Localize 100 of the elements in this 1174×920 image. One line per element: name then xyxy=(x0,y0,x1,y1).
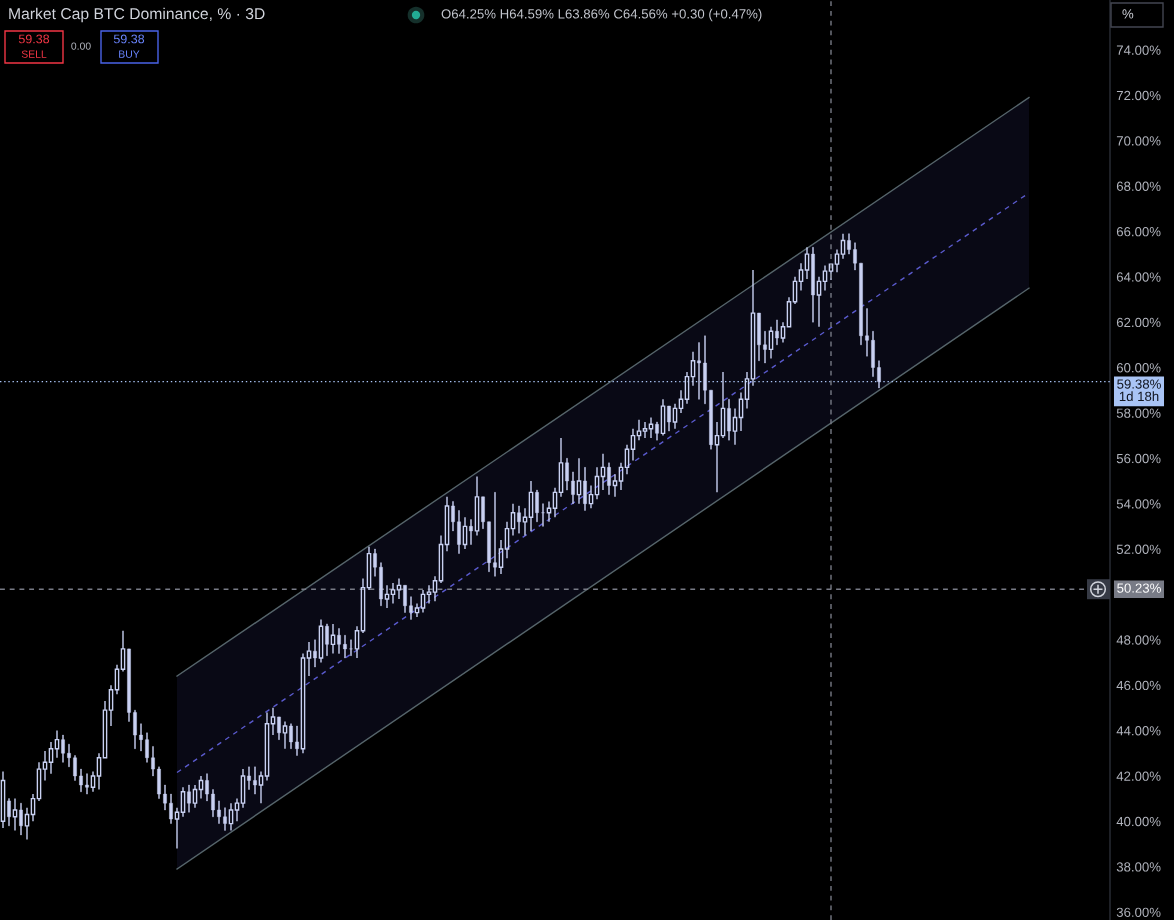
candlestick xyxy=(234,797,240,823)
candlestick xyxy=(660,398,666,437)
annotation: 59.38 xyxy=(113,34,145,44)
candlestick xyxy=(703,335,707,405)
candlestick xyxy=(396,577,402,600)
candlestick xyxy=(228,802,234,832)
candlestick xyxy=(48,741,54,775)
candlestick xyxy=(655,421,659,441)
candlestick xyxy=(354,625,360,659)
candlestick xyxy=(522,507,528,537)
candlestick xyxy=(847,233,851,255)
candlestick xyxy=(763,331,767,364)
candlestick xyxy=(90,770,96,793)
y-tick-label: 54.00% xyxy=(1116,499,1161,509)
candlestick xyxy=(330,623,336,655)
candlestick xyxy=(469,519,473,545)
candlestick xyxy=(102,700,108,759)
candlestick xyxy=(474,475,480,537)
y-tick-label: 44.00% xyxy=(1116,726,1161,736)
annotation: BUY xyxy=(119,50,140,58)
candlestick xyxy=(384,584,390,609)
candlestick xyxy=(714,421,720,494)
candlestick xyxy=(672,403,678,430)
candlestick xyxy=(732,407,738,446)
candlestick xyxy=(366,546,372,591)
candlestick xyxy=(151,746,155,777)
candlestick xyxy=(630,428,636,462)
candlestick xyxy=(667,405,671,432)
y-tick-label: 40.00% xyxy=(1116,816,1161,827)
candlestick xyxy=(853,242,857,271)
candlestick xyxy=(865,308,869,357)
candlestick xyxy=(79,768,83,793)
candlestick xyxy=(877,360,881,389)
candlestick xyxy=(583,467,587,511)
candlestick xyxy=(607,462,611,495)
ref-line-label: 59.38% 1d 18h xyxy=(1117,379,1161,402)
candlestick xyxy=(313,639,317,668)
candlestick xyxy=(828,262,834,281)
candlestick xyxy=(678,389,684,414)
candlestick xyxy=(306,641,312,677)
candlestick xyxy=(145,732,149,763)
candlestick xyxy=(409,596,413,620)
candlestick xyxy=(24,806,30,841)
candlestick xyxy=(211,789,215,817)
candlestick xyxy=(493,492,497,577)
candlestick xyxy=(205,773,209,802)
candlestick xyxy=(811,247,815,323)
candlestick xyxy=(642,421,648,439)
chart-title: Market Cap BTC Dominance, % · 3D xyxy=(9,7,265,23)
candlestick xyxy=(451,501,455,532)
candlestick xyxy=(504,521,510,559)
candlestick xyxy=(565,458,569,491)
candlestick xyxy=(30,793,36,823)
candlestick xyxy=(163,784,167,811)
candlestick xyxy=(282,720,288,750)
candlestick xyxy=(258,770,264,804)
candlestick xyxy=(727,399,731,441)
candlestick xyxy=(804,246,810,280)
candlestick xyxy=(426,584,432,605)
annotation: SELL xyxy=(21,50,47,58)
ref-line-label: 50.23% xyxy=(1117,583,1161,593)
candlestick xyxy=(36,761,42,802)
annotation: 0.00 xyxy=(71,42,91,50)
y-tick-label: 60.00% xyxy=(1116,363,1161,373)
candlestick xyxy=(337,628,341,654)
candlestick xyxy=(462,516,468,550)
candlestick xyxy=(343,635,347,659)
candlestick xyxy=(240,768,246,809)
candlestick xyxy=(432,575,438,602)
annotation: 59.38 xyxy=(18,34,50,44)
candlestick xyxy=(648,416,654,439)
candlestick xyxy=(822,264,828,292)
candlestick xyxy=(594,466,600,500)
candlestick xyxy=(264,711,270,782)
candlestick xyxy=(600,453,606,491)
candlestick xyxy=(187,784,191,813)
candlestick xyxy=(697,342,701,400)
candlestick xyxy=(798,262,804,292)
candlestick xyxy=(541,503,545,527)
candlestick xyxy=(253,766,257,795)
candlestick xyxy=(618,462,624,491)
candlestick xyxy=(133,709,137,749)
candlestick xyxy=(300,652,306,754)
candlestick xyxy=(624,443,630,475)
y-tick-label: 42.00% xyxy=(1116,771,1161,781)
candlestick xyxy=(840,232,846,260)
candlestick xyxy=(85,773,89,795)
candlestick xyxy=(217,800,221,824)
candlestick xyxy=(792,276,798,305)
y-tick-label: 46.00% xyxy=(1116,680,1161,691)
candlestick xyxy=(223,807,227,831)
candlestick xyxy=(270,707,276,736)
candlestick xyxy=(247,766,251,790)
candlestick xyxy=(498,539,504,575)
candlestick xyxy=(786,296,792,328)
y-tick-label: 72.00% xyxy=(1116,90,1161,101)
candlestick xyxy=(780,321,786,344)
candlestick xyxy=(457,510,461,554)
candlestick xyxy=(61,734,65,763)
candlestick xyxy=(528,480,534,532)
